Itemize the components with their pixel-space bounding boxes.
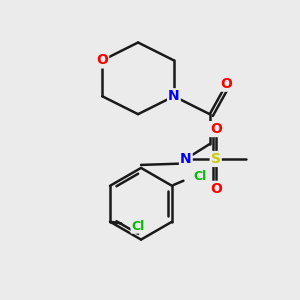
Text: N: N — [180, 152, 192, 166]
Text: S: S — [211, 152, 221, 166]
Text: N: N — [168, 89, 180, 103]
Text: O: O — [96, 53, 108, 68]
Text: O: O — [210, 122, 222, 136]
Text: O: O — [210, 182, 222, 196]
Text: Cl: Cl — [131, 220, 145, 232]
Text: Cl: Cl — [194, 170, 207, 183]
Text: O: O — [220, 77, 232, 91]
